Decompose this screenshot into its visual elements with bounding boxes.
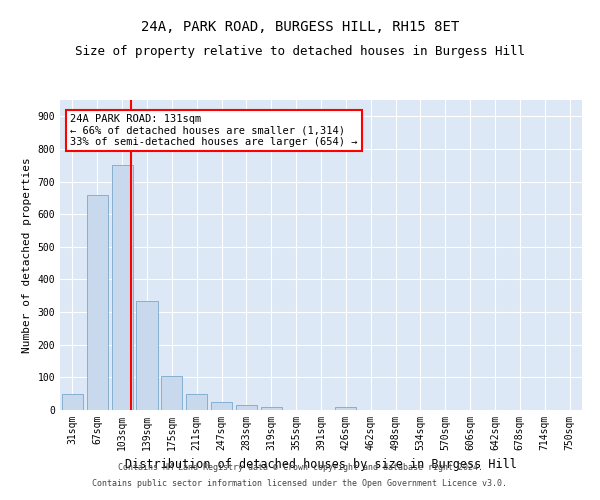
Bar	[161, 376, 182, 410]
Bar	[186, 394, 207, 410]
Text: 24A, PARK ROAD, BURGESS HILL, RH15 8ET: 24A, PARK ROAD, BURGESS HILL, RH15 8ET	[141, 20, 459, 34]
Bar	[335, 406, 356, 410]
Bar	[211, 402, 232, 410]
Text: 24A PARK ROAD: 131sqm
← 66% of detached houses are smaller (1,314)
33% of semi-d: 24A PARK ROAD: 131sqm ← 66% of detached …	[70, 114, 358, 147]
Text: Contains HM Land Registry data © Crown copyright and database right 2024.: Contains HM Land Registry data © Crown c…	[118, 464, 482, 472]
Bar	[136, 300, 158, 410]
Y-axis label: Number of detached properties: Number of detached properties	[22, 157, 32, 353]
Bar	[87, 194, 108, 410]
Bar	[112, 166, 133, 410]
Text: Size of property relative to detached houses in Burgess Hill: Size of property relative to detached ho…	[75, 45, 525, 58]
Bar	[236, 405, 257, 410]
Bar	[261, 406, 282, 410]
X-axis label: Distribution of detached houses by size in Burgess Hill: Distribution of detached houses by size …	[125, 458, 517, 471]
Bar	[62, 394, 83, 410]
Text: Contains public sector information licensed under the Open Government Licence v3: Contains public sector information licen…	[92, 478, 508, 488]
